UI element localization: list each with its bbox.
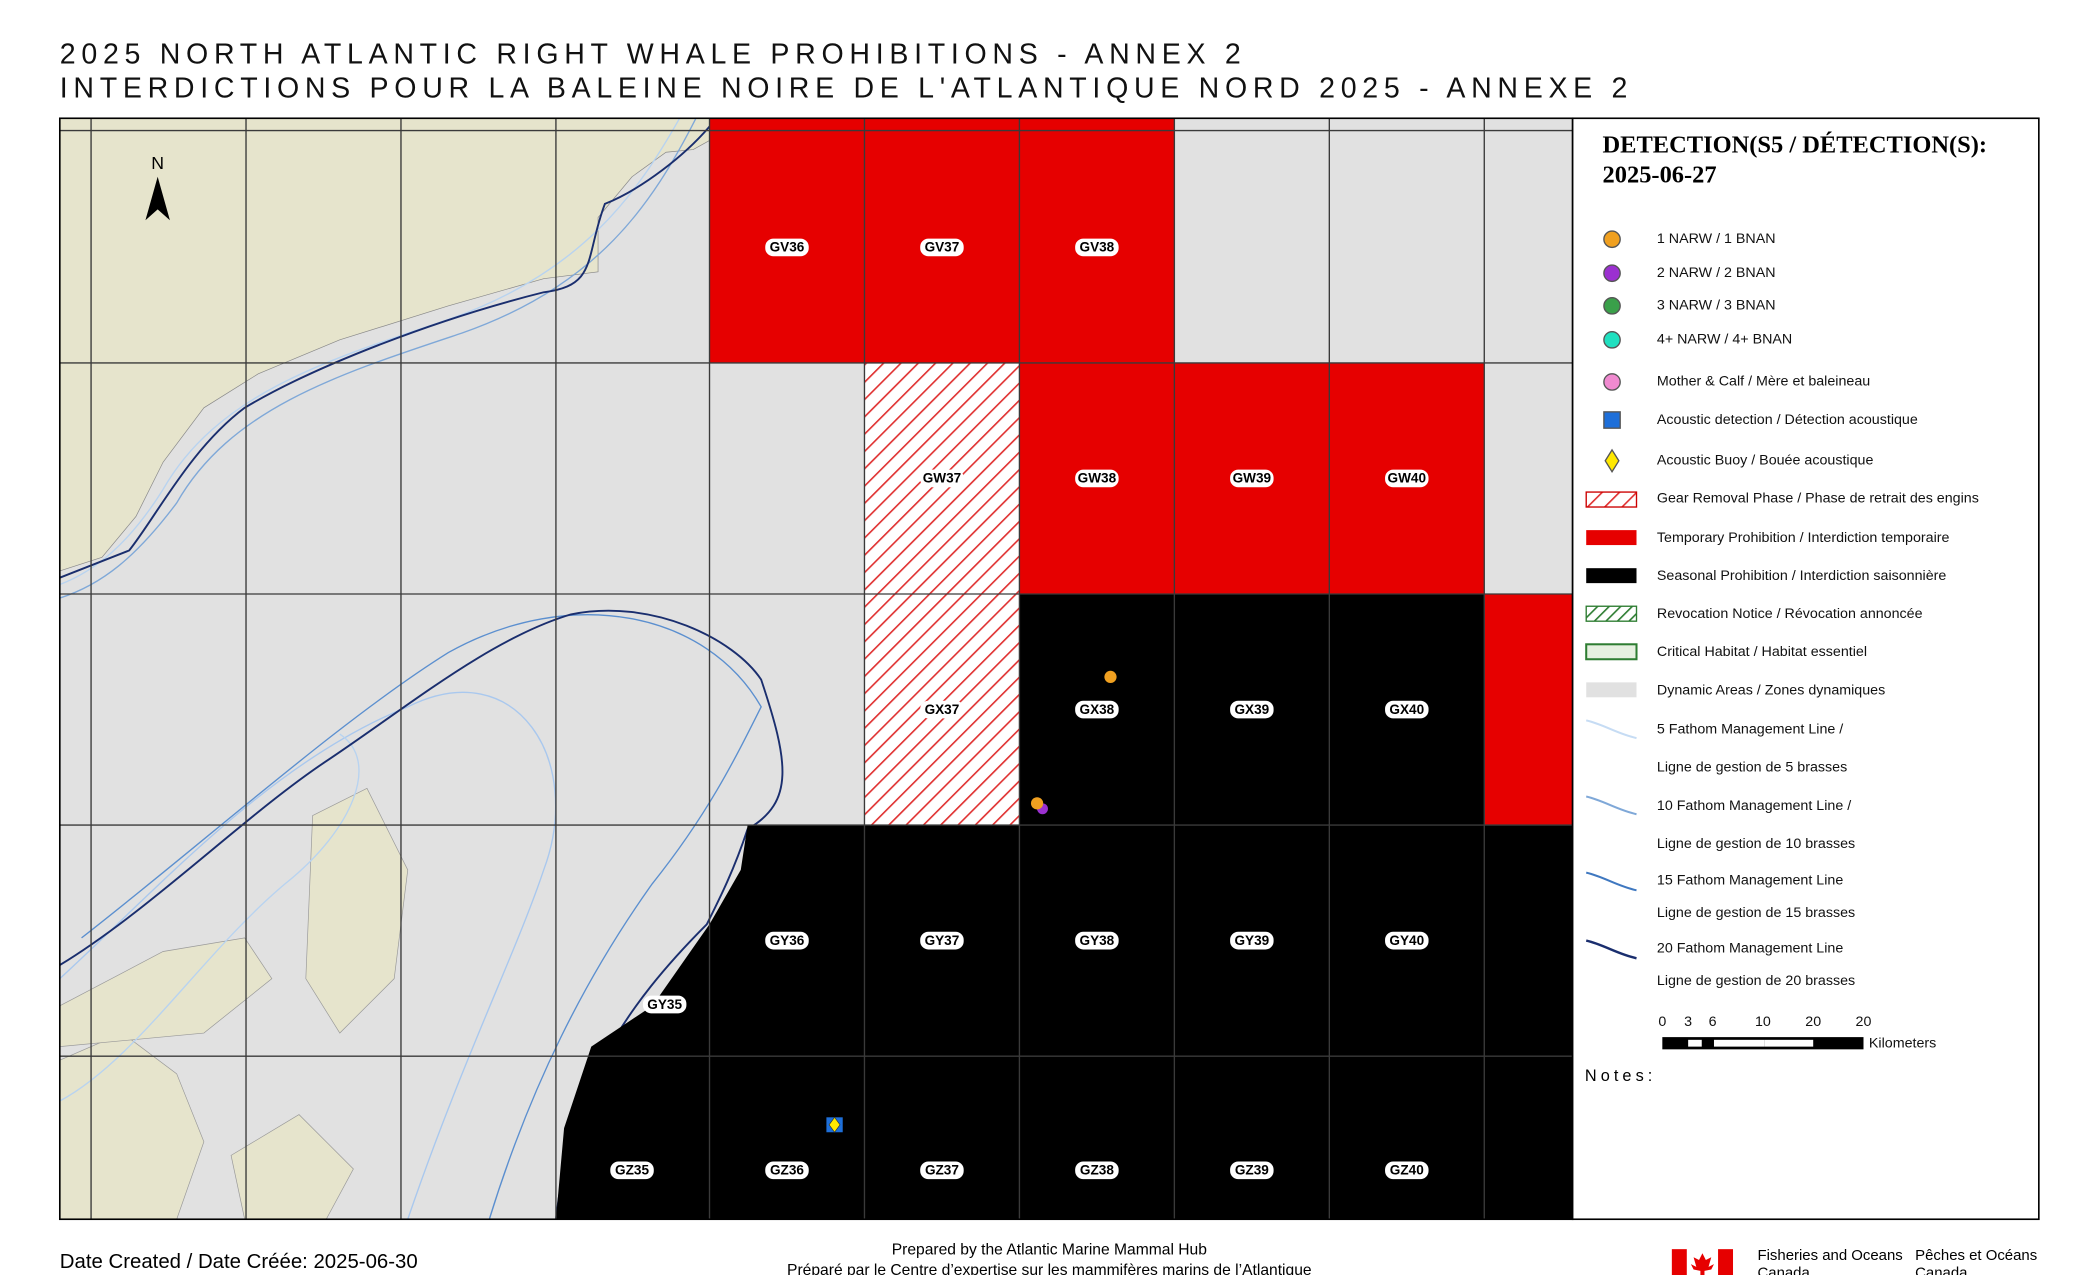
cell-label-box: [1075, 469, 1119, 488]
cell-label: GX38: [1080, 702, 1115, 717]
cell-label: GZ38: [1080, 1163, 1114, 1178]
scale-label: 20: [1805, 1014, 1821, 1030]
legend-item: Seasonal Prohibition / Interdiction sais…: [1657, 568, 1947, 584]
cell-label: GZ39: [1235, 1163, 1269, 1178]
cell-label: GX37: [925, 702, 960, 717]
scale-unit: Kilometers: [1869, 1036, 1936, 1052]
cell-label: GV37: [925, 240, 960, 255]
legend-item: 4+ NARW / 4+ BNAN: [1657, 332, 1792, 348]
cell-label-box: [920, 238, 964, 257]
cell-label: GV36: [770, 240, 805, 255]
legend-item: Critical Habitat / Habitat essentiel: [1657, 644, 1867, 660]
prepared-fr: Préparé par le Centre d’expertise sur le…: [787, 1262, 1312, 1275]
cell-label-box: [1385, 469, 1429, 488]
cell-label-box: [1075, 238, 1119, 257]
cell-label-box: [1230, 700, 1274, 719]
cell-label: GZ40: [1390, 1163, 1424, 1178]
legend-item: 10 Fathom Management Line /: [1657, 798, 1851, 814]
cell-label-box: [610, 1161, 654, 1180]
cell-label: GW40: [1388, 471, 1426, 486]
notes: Notes:: [1585, 1067, 1657, 1085]
cell-label-box: [765, 931, 809, 950]
cell-label: GY39: [1234, 933, 1269, 948]
legend-item: 15 Fathom Management Line: [1657, 873, 1843, 889]
cell-label-box: [920, 931, 964, 950]
legend-item: Acoustic Buoy / Bouée acoustique: [1657, 453, 1874, 469]
cell-label: GZ37: [925, 1163, 959, 1178]
cell-label-box: [765, 1161, 809, 1180]
legend-item: 2 NARW / 2 BNAN: [1657, 265, 1776, 281]
north-label: N: [151, 153, 164, 173]
cell-label: GY38: [1080, 933, 1115, 948]
scale-label: 6: [1709, 1014, 1717, 1030]
dfo-fr-canada: Canada: [1915, 1265, 1968, 1275]
cell-label: GV38: [1080, 240, 1115, 255]
legend-item: Ligne de gestion de 20 brasses: [1657, 973, 1855, 989]
legend-item: Revocation Notice / Révocation annoncée: [1657, 606, 1923, 622]
prepared-en: Prepared by the Atlantic Marine Mammal H…: [892, 1242, 1208, 1259]
dfo-en-canada: Canada: [1757, 1265, 1810, 1275]
subtitle: INTERDICTIONS POUR LA BALEINE NOIRE DE L…: [60, 72, 1633, 104]
legend-item: Ligne de gestion de 5 brasses: [1657, 760, 1847, 776]
cell-label-box: [920, 700, 964, 719]
legend-title: DETECTION(S5 / DÉTECTION(S):: [1603, 130, 1988, 158]
cell-label-box: [1075, 1161, 1119, 1180]
legend-item: Ligne de gestion de 15 brasses: [1657, 905, 1855, 921]
cell-label-box: [642, 995, 687, 1014]
cell-label-box: [1075, 700, 1119, 719]
scale-label: 0: [1658, 1014, 1666, 1030]
cell-label: GY40: [1389, 933, 1424, 948]
cell-label-box: [1230, 469, 1274, 488]
cell-label-box: [920, 1161, 964, 1180]
dfo-en: Fisheries and Oceans: [1757, 1247, 1902, 1264]
cell-label: GZ36: [770, 1163, 804, 1178]
cell-label: GW38: [1078, 471, 1117, 486]
cell-label-box: [765, 238, 809, 257]
title: 2025 NORTH ATLANTIC RIGHT WHALE PROHIBIT…: [60, 38, 1247, 70]
legend-item: 5 Fathom Management Line /: [1657, 722, 1843, 738]
cell-label: GX39: [1234, 702, 1269, 717]
cell-label: GY35: [647, 997, 682, 1012]
legend-item: Mother & Calf / Mère et baleineau: [1657, 374, 1870, 390]
cell-label-box: [1230, 931, 1274, 950]
legend-item: Gear Removal Phase / Phase de retrait de…: [1657, 491, 1979, 507]
scale-label: 10: [1755, 1014, 1771, 1030]
cell-label: GW39: [1233, 471, 1272, 486]
legend-item: 1 NARW / 1 BNAN: [1657, 231, 1776, 247]
legend-item: Ligne de gestion de 10 brasses: [1657, 836, 1855, 852]
dfo-fr: Pêches et Océans: [1915, 1247, 2037, 1264]
legend-item: Acoustic detection / Détection acoustiqu…: [1657, 412, 1918, 428]
cell-label: GW37: [923, 471, 961, 486]
legend: DETECTION(S5 / DÉTECTION(S): 2025-06-27 …: [1571, 117, 2040, 1221]
date-created: Date Created / Date Créée: 2025-06-30: [60, 1251, 418, 1273]
legend-item: Dynamic Areas / Zones dynamiques: [1657, 682, 1885, 698]
cell-label-box: [920, 469, 964, 488]
cell-label-box: [1385, 931, 1429, 950]
canada-flag: [1671, 1249, 1734, 1275]
map: GV36 GV37 GV38 GW37 GW38 GW39 GW40 GX37 GX38 GX39…: [59, 118, 1573, 1220]
cell-label: GZ35: [615, 1163, 649, 1178]
scale-label: 20: [1856, 1014, 1872, 1030]
legend-item: Temporary Prohibition / Interdiction tem…: [1657, 530, 1950, 546]
cell-label: GX40: [1389, 702, 1424, 717]
legend-date: 2025-06-27: [1603, 161, 1717, 188]
cell-label: GY37: [925, 933, 960, 948]
cell-label-box: [1230, 1161, 1274, 1180]
scale-label: 3: [1684, 1014, 1692, 1030]
legend-item: 20 Fathom Management Line: [1657, 941, 1843, 957]
legend-item: 3 NARW / 3 BNAN: [1657, 298, 1776, 314]
cell-label-box: [1385, 1161, 1429, 1180]
cell-label-box: [1075, 931, 1119, 950]
cell-label-box: [1385, 700, 1429, 719]
cell-label: GY36: [770, 933, 805, 948]
